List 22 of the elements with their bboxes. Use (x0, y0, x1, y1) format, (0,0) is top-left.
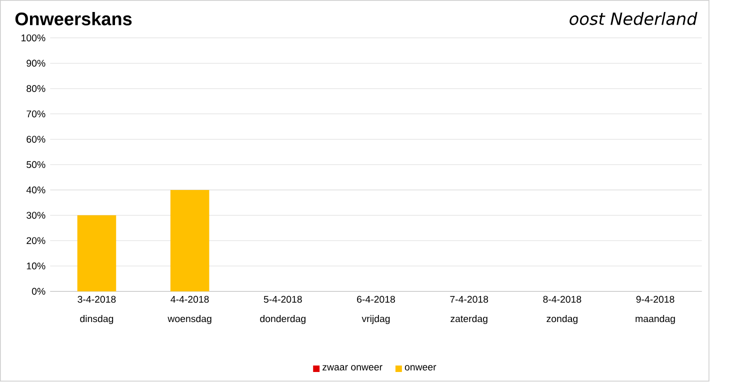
category-label: 9-4-2018 maandag (636, 296, 675, 324)
y-tick-label: 100% (22, 34, 46, 42)
category-label: 6-4-2018 vrijdag (357, 296, 395, 324)
y-tick-label: 60% (26, 136, 46, 143)
legend-label: zwaar onweer (322, 365, 382, 371)
y-tick-label: 20% (26, 237, 46, 244)
legend-label: onweer (404, 365, 436, 371)
y-tick-label: 10% (26, 262, 46, 270)
category-label: 4-4-2018 woensdag (168, 296, 212, 324)
category-label: 7-4-2018 zaterdag (450, 296, 488, 324)
category-label: 8-4-2018 zondag (543, 296, 582, 324)
y-tick-label: 70% (26, 110, 46, 118)
y-tick-label: 0% (32, 288, 46, 295)
y-tick-label: 90% (26, 60, 46, 67)
y-tick-label: 40% (26, 186, 46, 194)
y-tick-label: 50% (26, 161, 46, 168)
y-tick-label: 80% (26, 85, 46, 92)
chart-title: Onweerskans (15, 12, 132, 26)
y-tick-label: 30% (26, 212, 46, 219)
chart-subtitle: oost Nederland (570, 12, 698, 26)
category-label: 5-4-2018 donderdag (260, 296, 306, 324)
category-label: 3-4-2018 dinsdag (78, 296, 116, 324)
